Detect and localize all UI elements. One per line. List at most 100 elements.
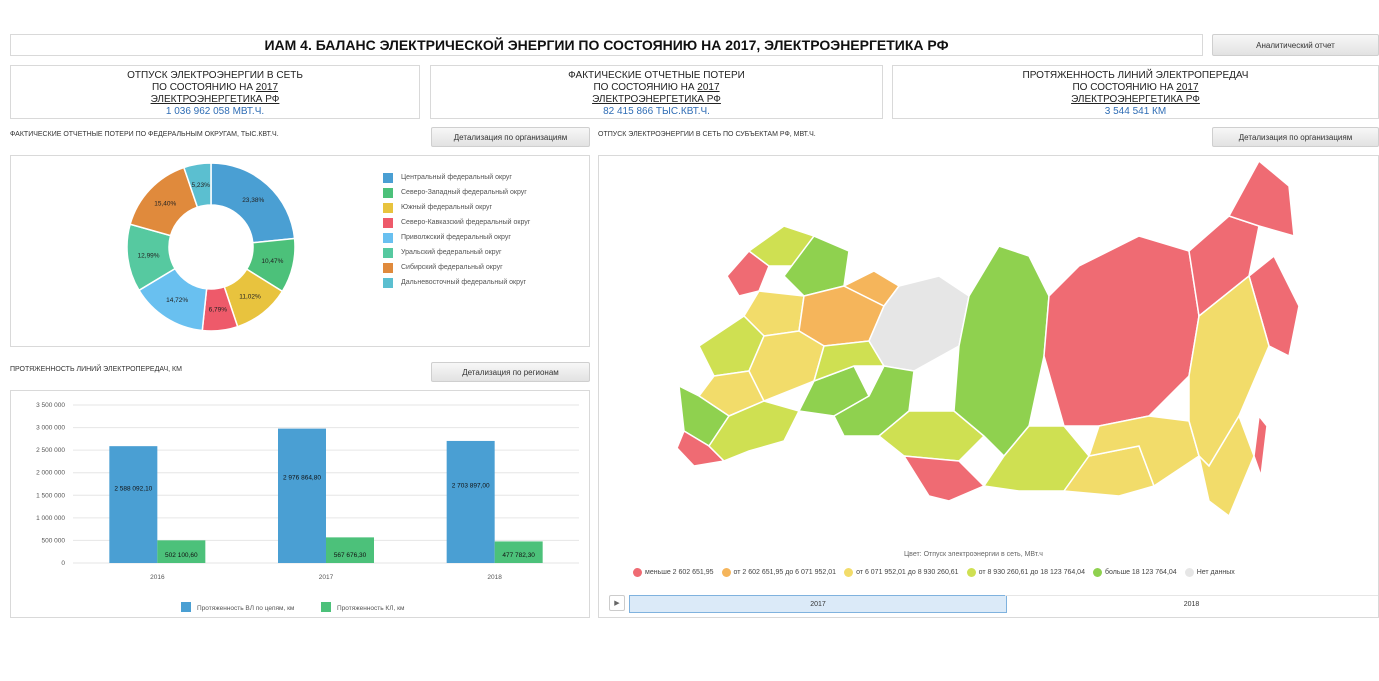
play-icon: ▶ — [614, 600, 620, 607]
donut-slice-label: 12,99% — [138, 252, 160, 259]
bar-chart: 0 500 000 1 000 000 1 500 000 2 000 000 2 500… — [36, 402, 579, 612]
donut-legend-item[interactable]: Южный федеральный округ — [383, 200, 530, 215]
kpi-year-link[interactable]: 2017 — [255, 82, 279, 93]
map-section-title: ОТПУСК ЭЛЕКТРОЭНЕРГИИ В СЕТЬ ПО СУБЪЕКТА… — [598, 131, 816, 138]
bar[interactable] — [109, 446, 158, 563]
analytic-report-label: Аналитический отчет — [1256, 40, 1335, 50]
donut-slice-label: 11,02% — [239, 293, 261, 300]
donut-legend-item[interactable]: Северо-Кавказский федеральный округ — [383, 215, 530, 230]
donut-legend-item[interactable]: Северо-Западный федеральный округ — [383, 185, 530, 200]
legend-swatch — [383, 247, 393, 258]
timeline-year-2018[interactable]: 2018 — [1005, 595, 1378, 612]
legend-label: Центральный федеральный округ — [401, 174, 512, 181]
map-color-caption: Цвет: Отпуск электроэнергии в сеть, МВт.… — [904, 551, 1043, 558]
donut-legend-item[interactable]: Дальневосточный федеральный округ — [383, 275, 530, 290]
legend-swatch — [383, 232, 393, 243]
map-region-yakutia — [1043, 235, 1200, 427]
map-detail-button[interactable]: Детализация по организациям — [1212, 127, 1379, 147]
y-tick-label: 3 500 000 — [36, 402, 65, 409]
bar[interactable] — [326, 537, 374, 563]
kpi-line2-pre: ПО СОСТОЯНИЮ НА — [151, 82, 256, 93]
kpi-line2-pre: ПО СОСТОЯНИЮ НА — [1072, 82, 1177, 93]
bar-chart-panel: 0 500 000 1 000 000 1 500 000 2 000 000 2 500… — [10, 390, 590, 618]
map-legend-item[interactable]: меньше 2 602 651,95 — [633, 568, 714, 577]
x-tick-label: 2018 — [487, 574, 502, 581]
map-region-magadan — [1188, 215, 1260, 318]
bar[interactable] — [278, 428, 326, 563]
kpi-line3[interactable]: ЭЛЕКТРОЭНЕРГЕТИКА РФ — [1071, 94, 1200, 105]
kpi-value: 3 544 541 КМ — [1104, 106, 1167, 117]
bar-legend-label: Протяженность ВЛ по цепям, км — [197, 605, 295, 612]
bar-value-label: 477 782,30 — [502, 552, 535, 559]
map-legend-label: от 6 071 952,01 до 8 930 260,61 — [856, 569, 959, 576]
map-legend-item[interactable]: больше 18 123 764,04 — [1092, 568, 1177, 577]
bar-legend-swatch — [321, 602, 331, 612]
map-legend-label: больше 18 123 764,04 — [1104, 569, 1177, 576]
bar-value-label: 502 100,60 — [165, 552, 198, 559]
kpi-line3[interactable]: ЭЛЕКТРОЭНЕРГЕТИКА РФ — [150, 94, 280, 105]
donut-legend-item[interactable]: Центральный федеральный округ — [383, 170, 530, 185]
timeline-year-2017[interactable]: 2017 — [629, 595, 1007, 613]
map-legend-dot — [844, 568, 854, 577]
map-legend-label: от 8 930 260,61 до 18 123 764,04 — [978, 569, 1085, 576]
legend-swatch — [383, 277, 393, 288]
legend-swatch — [383, 202, 393, 213]
donut-legend: Центральный федеральный округ Северо-Запа… — [383, 170, 530, 290]
map-region-northwest — [726, 249, 770, 297]
map-region-arkhangelsk — [783, 235, 850, 297]
map-legend-item[interactable]: от 8 930 260,61 до 18 123 764,04 — [966, 568, 1085, 577]
map-region-chukotka — [1227, 159, 1295, 238]
legend-swatch — [383, 187, 393, 198]
page-title-text: ИАМ 4. БАЛАНС ЭЛЕКТРИЧЕСКОЙ ЭНЕРГИИ ПО С… — [264, 37, 949, 53]
map-region-sakhalin — [1253, 414, 1268, 477]
map-legend-dot — [721, 568, 731, 577]
kpi-line1: ОТПУСК ЭЛЕКТРОЭНЕРГИИ В СЕТЬ — [127, 70, 303, 81]
donut-legend-item[interactable]: Уральский федеральный округ — [383, 245, 530, 260]
y-tick-label: 0 — [61, 560, 65, 567]
donut-chart-panel: 23,38% 10,47% 11,02% 6,79% 14,72% 12,99% 15,40… — [10, 155, 590, 347]
map-legend-dot — [966, 568, 976, 577]
donut-slice-label: 10,47% — [261, 258, 283, 265]
donut-slice-label: 5,23% — [191, 182, 210, 189]
kpi-value: 82 415 866 ТЫС.КВТ.Ч. — [603, 106, 710, 117]
bar[interactable] — [157, 540, 206, 563]
kpi-year-link[interactable]: 2017 — [1176, 82, 1199, 93]
map-legend-item[interactable]: Нет данных — [1184, 568, 1235, 577]
losses-detail-button[interactable]: Детализация по организациям — [431, 127, 590, 147]
donut-slice[interactable] — [210, 162, 296, 244]
lines-detail-button[interactable]: Детализация по регионам — [431, 362, 590, 382]
kpi-year-link[interactable]: 2017 — [697, 82, 720, 93]
map-region-ural-south — [812, 340, 886, 383]
kpi-line3[interactable]: ЭЛЕКТРОЭНЕРГЕТИКА РФ — [592, 94, 721, 105]
y-tick-label: 2 500 000 — [36, 447, 65, 454]
map-legend-item[interactable]: от 2 602 651,95 до 6 071 952,01 — [721, 568, 837, 577]
donut-slice[interactable] — [182, 162, 212, 209]
kpi-line2-pre: ПО СОСТОЯНИЮ НА — [593, 82, 698, 93]
donut-slice-label: 14,72% — [166, 297, 188, 304]
map-region-caucasus — [676, 429, 726, 467]
legend-label: Северо-Западный федеральный округ — [401, 189, 527, 196]
analytic-report-button[interactable]: Аналитический отчет — [1212, 34, 1379, 56]
x-tick-label: 2016 — [150, 574, 165, 581]
y-tick-label: 1 500 000 — [36, 492, 65, 499]
y-tick-label: 3 000 000 — [36, 425, 65, 432]
bar[interactable] — [494, 541, 543, 563]
bar-value-label: 2 588 092,10 — [114, 486, 152, 493]
map-region-south2 — [708, 400, 801, 462]
play-button[interactable]: ▶ — [609, 595, 625, 611]
kpi-line1: ФАКТИЧЕСКИЕ ОТЧЕТНЫЕ ПОТЕРИ — [568, 70, 745, 81]
map-panel: Цвет: Отпуск электроэнергии в сеть, МВт.… — [598, 155, 1379, 618]
map-region-altai — [902, 455, 986, 502]
map-legend: меньше 2 602 651,95 от 2 602 651,95 до 6 … — [633, 568, 1243, 579]
kpi-card-supply: ОТПУСК ЭЛЕКТРОЭНЕРГИИ В СЕТЬ ПО СОСТОЯНИ… — [10, 65, 420, 119]
legend-label: Сибирский федеральный округ — [401, 264, 503, 271]
donut-legend-item[interactable]: Приволжский федеральный округ — [383, 230, 530, 245]
map-legend-label: от 2 602 651,95 до 6 071 952,01 — [733, 569, 837, 576]
legend-label: Приволжский федеральный округ — [401, 234, 511, 241]
donut-legend-item[interactable]: Сибирский федеральный округ — [383, 260, 530, 275]
map-legend-item[interactable]: от 6 071 952,01 до 8 930 260,61 — [844, 568, 959, 577]
donut-slice-label: 15,40% — [154, 201, 176, 208]
bar[interactable] — [446, 440, 495, 563]
russia-map[interactable] — [599, 156, 1378, 551]
kpi-value: 1 036 962 058 МВТ.Ч. — [165, 106, 265, 117]
